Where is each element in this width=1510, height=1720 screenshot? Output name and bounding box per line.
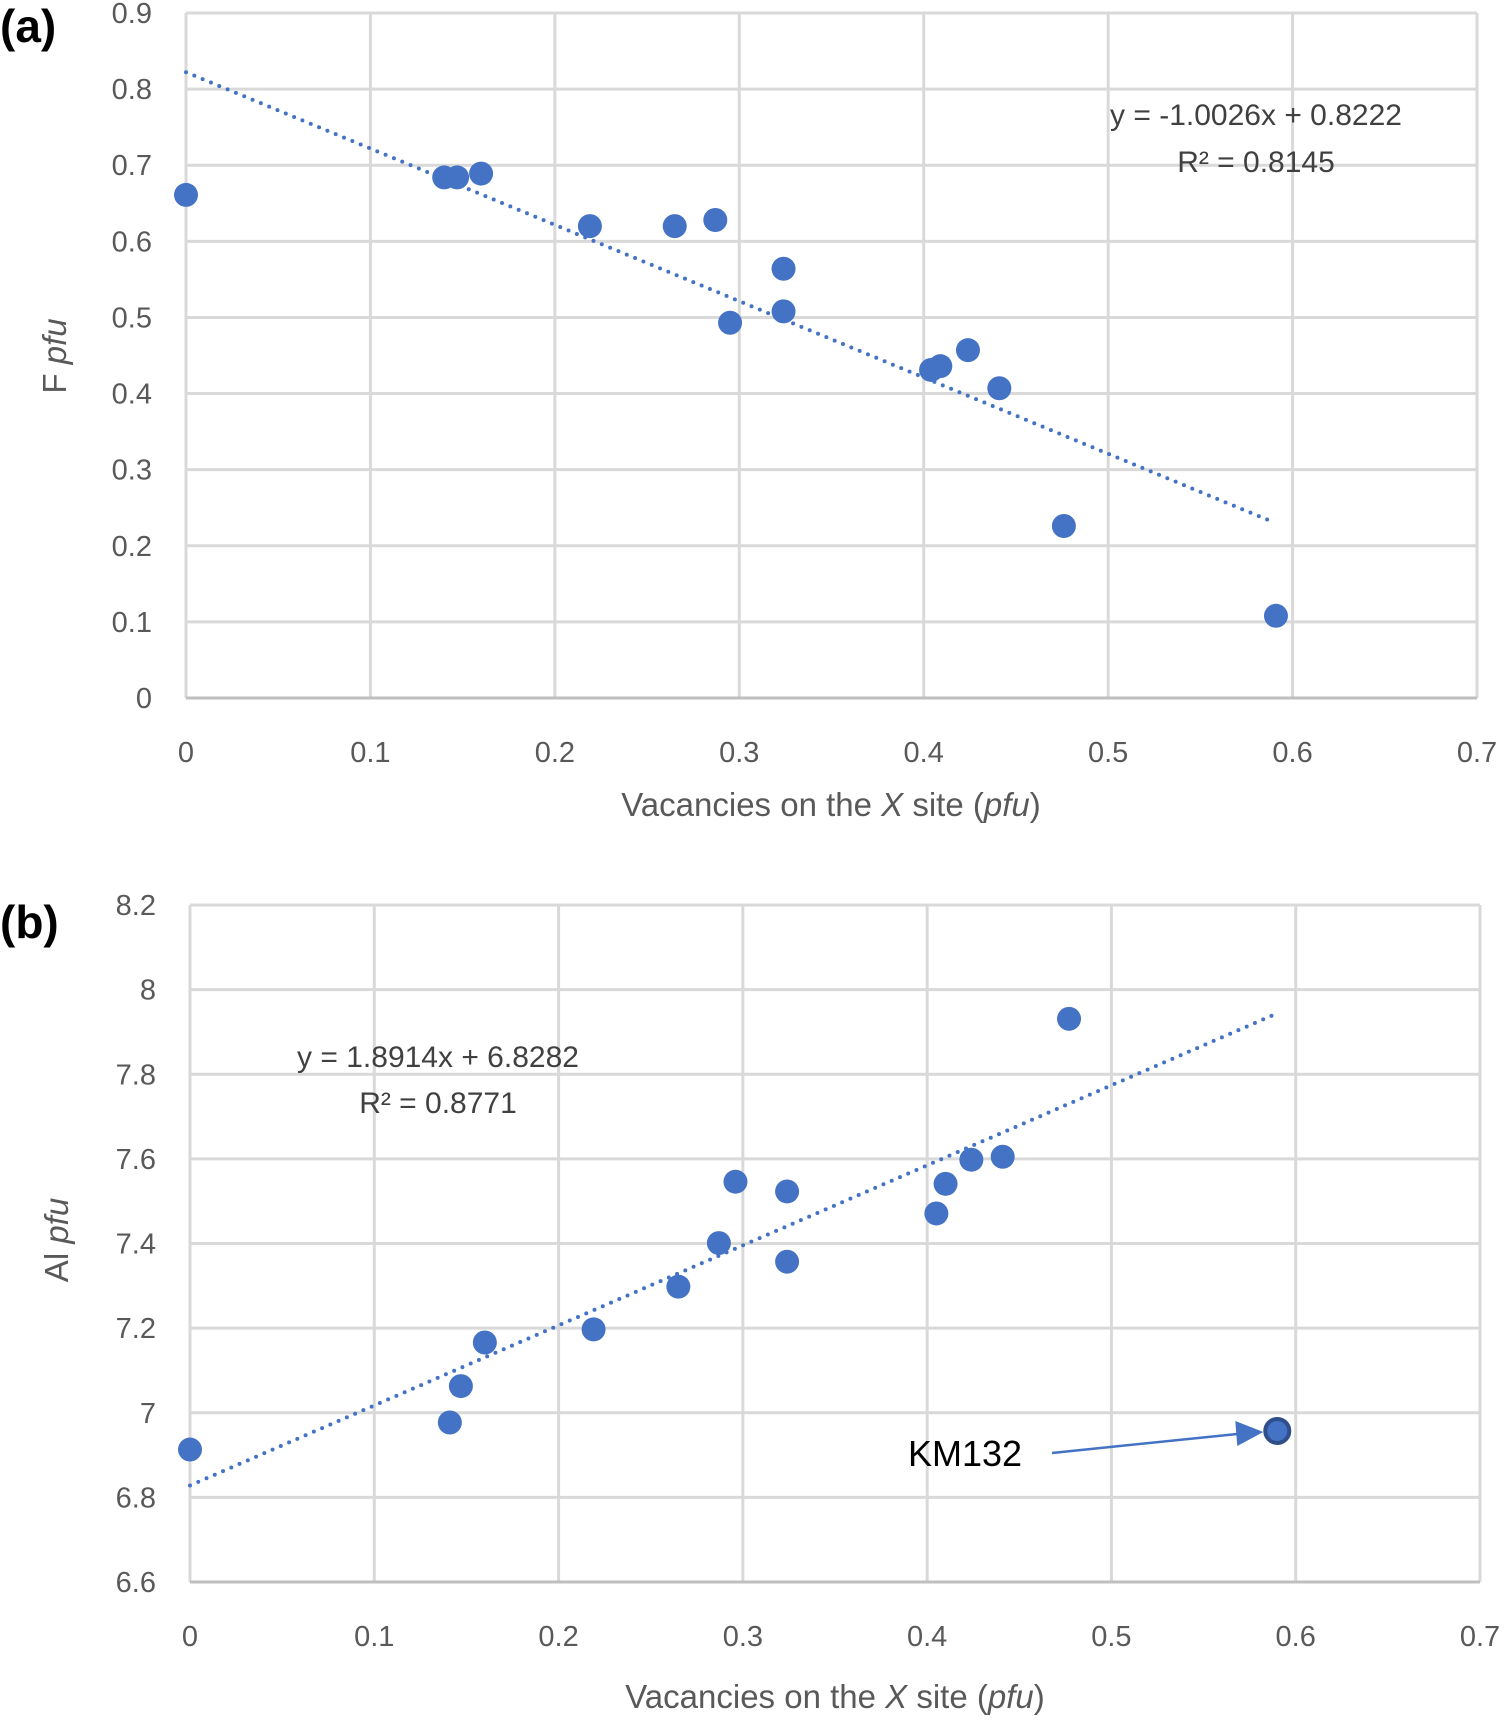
y-tick-label: 0.7 [112, 150, 152, 182]
data-point [987, 376, 1012, 401]
y-axis-title: Al pfu [38, 1198, 75, 1282]
data-point [718, 310, 743, 335]
data-point [928, 354, 953, 379]
x-tick-label: 0.7 [1457, 737, 1497, 769]
km132-label: KM132 [908, 1433, 1022, 1474]
x-axis-title-part: ) [1034, 1678, 1045, 1715]
data-point [706, 1231, 731, 1256]
x-tick-label: 0.2 [535, 737, 575, 769]
x-axis-title-part: X [884, 1678, 909, 1715]
data-point [577, 214, 602, 239]
x-axis-title: Vacancies on the X site (pfu) [621, 786, 1040, 823]
x-tick-label: 0.2 [538, 1621, 578, 1653]
data-point [924, 1201, 949, 1226]
highlighted-data-point [1263, 1416, 1292, 1445]
y-tick-label: 0.1 [112, 607, 152, 639]
data-point [990, 1144, 1015, 1169]
y-tick-label: 0.4 [112, 379, 152, 411]
trendline-equation: y = 1.8914x + 6.8282 [297, 1041, 579, 1074]
y-tick-label: 0 [136, 683, 152, 715]
y-tick-label: 0.9 [112, 0, 152, 30]
x-tick-label: 0.4 [907, 1621, 947, 1653]
data-point [703, 208, 728, 233]
trendline-equation: y = -1.0026x + 0.8222 [1110, 99, 1402, 132]
data-point [959, 1147, 984, 1172]
y-tick-label: 0.5 [112, 302, 152, 334]
panel-label: (a) [0, 0, 56, 52]
data-point [581, 1317, 606, 1342]
data-point [933, 1171, 958, 1196]
data-point [775, 1179, 800, 1204]
data-point [1263, 603, 1288, 628]
data-point [666, 1274, 691, 1299]
r-squared-label: R² = 0.8145 [1177, 146, 1335, 179]
y-axis-title: F pfu [36, 318, 73, 393]
y-tick-label: 0.6 [112, 226, 152, 258]
x-axis-title-part: Vacancies on the [621, 786, 881, 823]
y-tick-label: 7.8 [116, 1059, 156, 1091]
y-tick-label: 8.2 [116, 890, 156, 922]
y-tick-label: 7.4 [116, 1229, 156, 1261]
y-tick-label: 6.6 [116, 1567, 156, 1599]
x-tick-label: 0.4 [904, 737, 944, 769]
data-point [775, 1249, 800, 1274]
data-point [178, 1437, 202, 1462]
r-squared-label: R² = 0.8771 [359, 1087, 517, 1120]
x-tick-label: 0.5 [1088, 737, 1128, 769]
x-tick-label: 0 [178, 737, 194, 769]
data-point [662, 214, 687, 239]
annotation-arrow-line [1051, 1432, 1238, 1455]
x-axis-title-part: pfu [983, 786, 1030, 823]
x-tick-label: 0 [182, 1621, 198, 1653]
x-axis-title-part: site ( [903, 786, 984, 823]
x-axis-title-part: pfu [987, 1678, 1034, 1715]
data-point [771, 299, 796, 324]
x-tick-label: 0.1 [354, 1621, 394, 1653]
data-point [1051, 513, 1076, 538]
data-point [771, 256, 796, 281]
y-tick-label: 7.2 [116, 1313, 156, 1345]
x-axis-title-part: ) [1030, 786, 1041, 823]
trendline [184, 70, 1277, 525]
x-tick-label: 0.1 [350, 737, 390, 769]
chart-panel-b: 0 0.1 0.2 0.3 0.4 0.5 0.6 0.7 6.6 6.8 7 7.2 7.4 7.6 7.… [0, 890, 1500, 1715]
y-axis-title-part: pfu [38, 1198, 75, 1245]
chart-panel-a: 0 0.1 0.2 0.3 0.4 0.5 0.6 0.7 0 0.1 0.2 0.3 0.4 0.5 0.… [0, 0, 1497, 823]
y-tick-label: 8 [140, 975, 156, 1007]
data-point [472, 1330, 497, 1355]
data-point [448, 1374, 473, 1399]
x-axis-title-part: Vacancies on the [625, 1678, 885, 1715]
x-tick-label: 0.6 [1272, 737, 1312, 769]
data-point [723, 1169, 748, 1194]
y-tick-label: 6.8 [116, 1482, 156, 1514]
data-point [445, 165, 470, 190]
y-axis-title-part: Al [38, 1244, 75, 1283]
y-tick-label: 0.2 [112, 531, 152, 563]
x-axis-title-part: site ( [907, 1678, 988, 1715]
data-point [1057, 1006, 1082, 1031]
annotation-arrowhead-icon [1235, 1420, 1264, 1446]
data-point [469, 161, 494, 186]
x-axis-title-part: X [880, 786, 905, 823]
x-tick-label: 0.7 [1460, 1621, 1500, 1653]
x-tick-label: 0.3 [723, 1621, 763, 1653]
x-tick-label: 0.3 [719, 737, 759, 769]
trendline [188, 1011, 1280, 1488]
x-axis-title: Vacancies on the X site (pfu) [625, 1678, 1044, 1715]
y-tick-label: 7.6 [116, 1144, 156, 1176]
y-axis-title-part: pfu [36, 318, 73, 365]
data-point [437, 1410, 462, 1435]
y-axis-title-part: F [36, 364, 73, 393]
x-tick-label: 0.6 [1276, 1621, 1316, 1653]
data-point [955, 338, 980, 363]
panel-label: (b) [0, 896, 59, 948]
x-tick-label: 0.5 [1091, 1621, 1131, 1653]
y-tick-label: 7 [140, 1398, 156, 1430]
y-tick-label: 0.8 [112, 74, 152, 106]
data-point [174, 182, 198, 207]
y-tick-label: 0.3 [112, 455, 152, 487]
